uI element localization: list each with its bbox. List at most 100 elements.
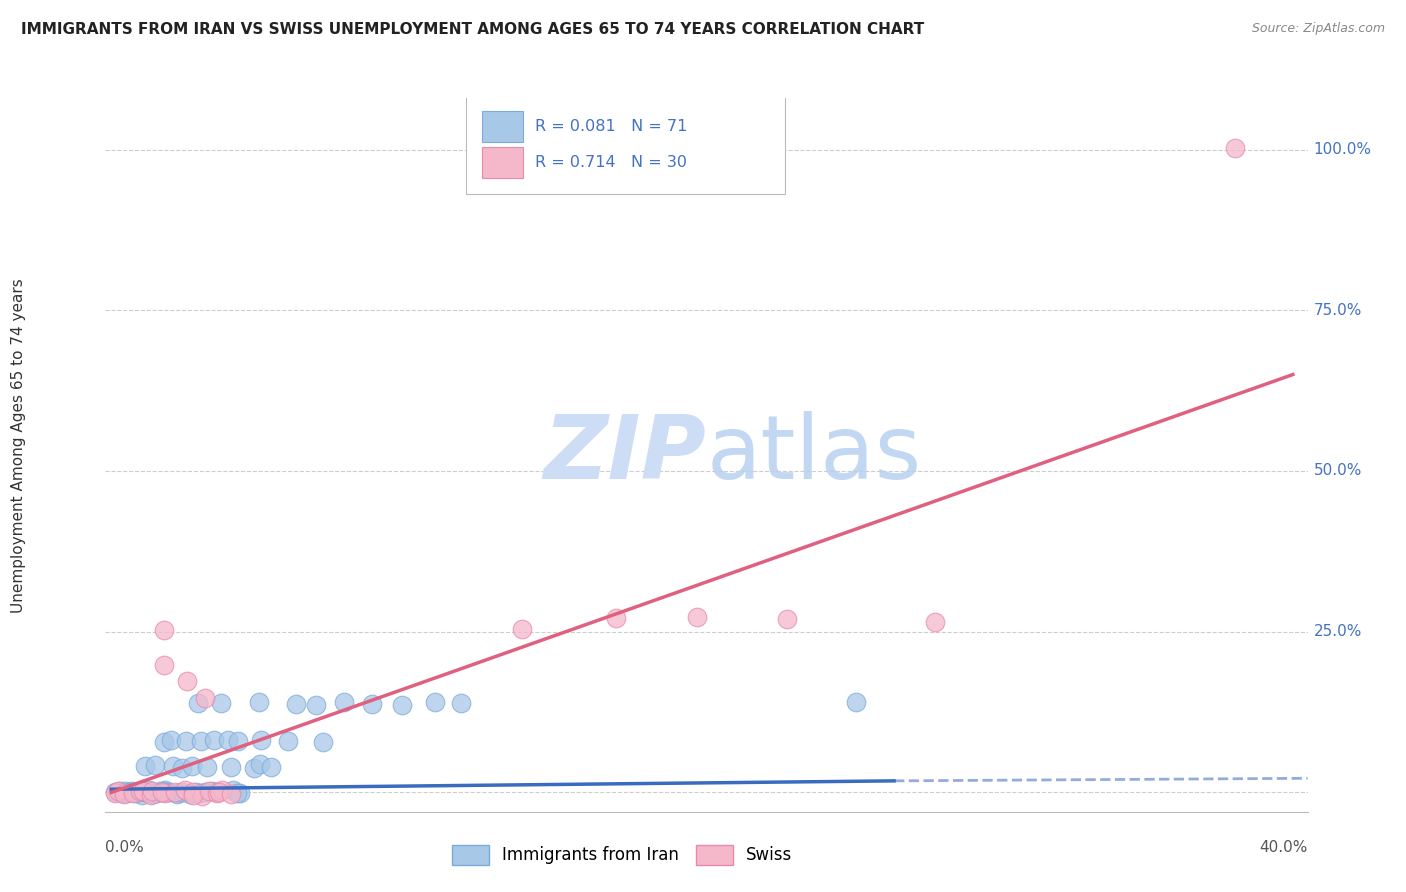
Point bbox=[125, 785, 148, 799]
Text: Source: ZipAtlas.com: Source: ZipAtlas.com bbox=[1251, 22, 1385, 36]
Point bbox=[285, 697, 308, 711]
Text: R = 0.714   N = 30: R = 0.714 N = 30 bbox=[534, 155, 686, 169]
Text: 40.0%: 40.0% bbox=[1260, 840, 1308, 855]
Point bbox=[195, 760, 218, 774]
FancyBboxPatch shape bbox=[482, 146, 523, 178]
Point bbox=[924, 615, 946, 629]
Point bbox=[312, 735, 335, 749]
Point bbox=[176, 673, 198, 688]
Text: 75.0%: 75.0% bbox=[1313, 302, 1362, 318]
Point bbox=[153, 783, 176, 797]
Text: Unemployment Among Ages 65 to 74 years: Unemployment Among Ages 65 to 74 years bbox=[11, 278, 25, 614]
Point bbox=[1223, 140, 1246, 154]
Point bbox=[131, 788, 153, 802]
Point bbox=[170, 785, 193, 799]
Point bbox=[208, 785, 231, 799]
Point bbox=[205, 786, 228, 800]
Point bbox=[845, 695, 868, 709]
Point bbox=[128, 783, 150, 797]
Point bbox=[162, 759, 184, 773]
Point bbox=[153, 623, 176, 637]
Point bbox=[190, 789, 212, 803]
Point bbox=[222, 783, 245, 797]
Point bbox=[219, 760, 242, 774]
Point bbox=[152, 785, 174, 799]
Point bbox=[776, 611, 799, 625]
Point bbox=[198, 784, 221, 798]
Point bbox=[166, 787, 188, 801]
Point bbox=[202, 733, 225, 747]
Point bbox=[115, 786, 138, 800]
Text: 25.0%: 25.0% bbox=[1313, 624, 1362, 640]
FancyBboxPatch shape bbox=[465, 91, 785, 194]
Point bbox=[361, 697, 384, 711]
Point bbox=[160, 733, 183, 747]
Point bbox=[152, 785, 174, 799]
Point bbox=[201, 783, 224, 797]
Text: R = 0.081   N = 71: R = 0.081 N = 71 bbox=[534, 120, 688, 134]
Point bbox=[217, 733, 239, 747]
Point bbox=[277, 733, 299, 747]
Point bbox=[141, 788, 163, 802]
Point bbox=[104, 785, 127, 799]
Point bbox=[110, 783, 132, 797]
Point bbox=[152, 658, 174, 673]
Point bbox=[141, 786, 163, 800]
Text: 50.0%: 50.0% bbox=[1313, 464, 1362, 478]
Point bbox=[141, 787, 163, 801]
Point bbox=[194, 785, 217, 799]
Point bbox=[391, 698, 413, 712]
Point bbox=[153, 786, 176, 800]
Point bbox=[121, 786, 143, 800]
Point bbox=[129, 784, 152, 798]
Point bbox=[179, 787, 201, 801]
Point bbox=[190, 734, 212, 748]
Text: 0.0%: 0.0% bbox=[105, 840, 145, 855]
Point bbox=[153, 735, 176, 749]
Point bbox=[249, 757, 271, 772]
Point bbox=[167, 786, 190, 800]
Point bbox=[225, 786, 247, 800]
Point bbox=[141, 786, 163, 800]
Point bbox=[165, 785, 187, 799]
Point bbox=[423, 695, 446, 709]
Text: atlas: atlas bbox=[707, 411, 922, 499]
Point bbox=[332, 695, 354, 709]
Point bbox=[221, 787, 243, 801]
Point bbox=[194, 691, 217, 706]
Point bbox=[450, 697, 472, 711]
Point bbox=[142, 786, 165, 800]
Point bbox=[226, 733, 249, 747]
Point bbox=[112, 787, 135, 801]
Point bbox=[247, 695, 270, 709]
Point bbox=[605, 610, 627, 624]
Legend: Immigrants from Iran, Swiss: Immigrants from Iran, Swiss bbox=[446, 838, 799, 871]
Point bbox=[187, 696, 209, 710]
Point bbox=[184, 785, 207, 799]
Point bbox=[260, 760, 283, 774]
Point bbox=[157, 784, 180, 798]
Point bbox=[111, 786, 134, 800]
Point bbox=[305, 698, 328, 712]
Point bbox=[143, 758, 166, 772]
Point bbox=[132, 784, 155, 798]
Point bbox=[510, 622, 533, 636]
Point bbox=[149, 784, 172, 798]
Point bbox=[209, 696, 232, 710]
Text: IMMIGRANTS FROM IRAN VS SWISS UNEMPLOYMENT AMONG AGES 65 TO 74 YEARS CORRELATION: IMMIGRANTS FROM IRAN VS SWISS UNEMPLOYME… bbox=[21, 22, 924, 37]
Point bbox=[141, 784, 163, 798]
Point bbox=[146, 786, 169, 800]
Point bbox=[229, 786, 252, 800]
Point bbox=[174, 734, 197, 748]
Point bbox=[211, 783, 233, 797]
Text: 100.0%: 100.0% bbox=[1313, 142, 1372, 157]
Point bbox=[122, 784, 145, 798]
Point bbox=[174, 783, 197, 797]
Point bbox=[181, 785, 204, 799]
Point bbox=[118, 785, 141, 799]
Point bbox=[243, 760, 266, 774]
Point bbox=[181, 759, 204, 773]
Point bbox=[114, 783, 136, 797]
Point bbox=[188, 786, 211, 800]
FancyBboxPatch shape bbox=[482, 111, 523, 143]
